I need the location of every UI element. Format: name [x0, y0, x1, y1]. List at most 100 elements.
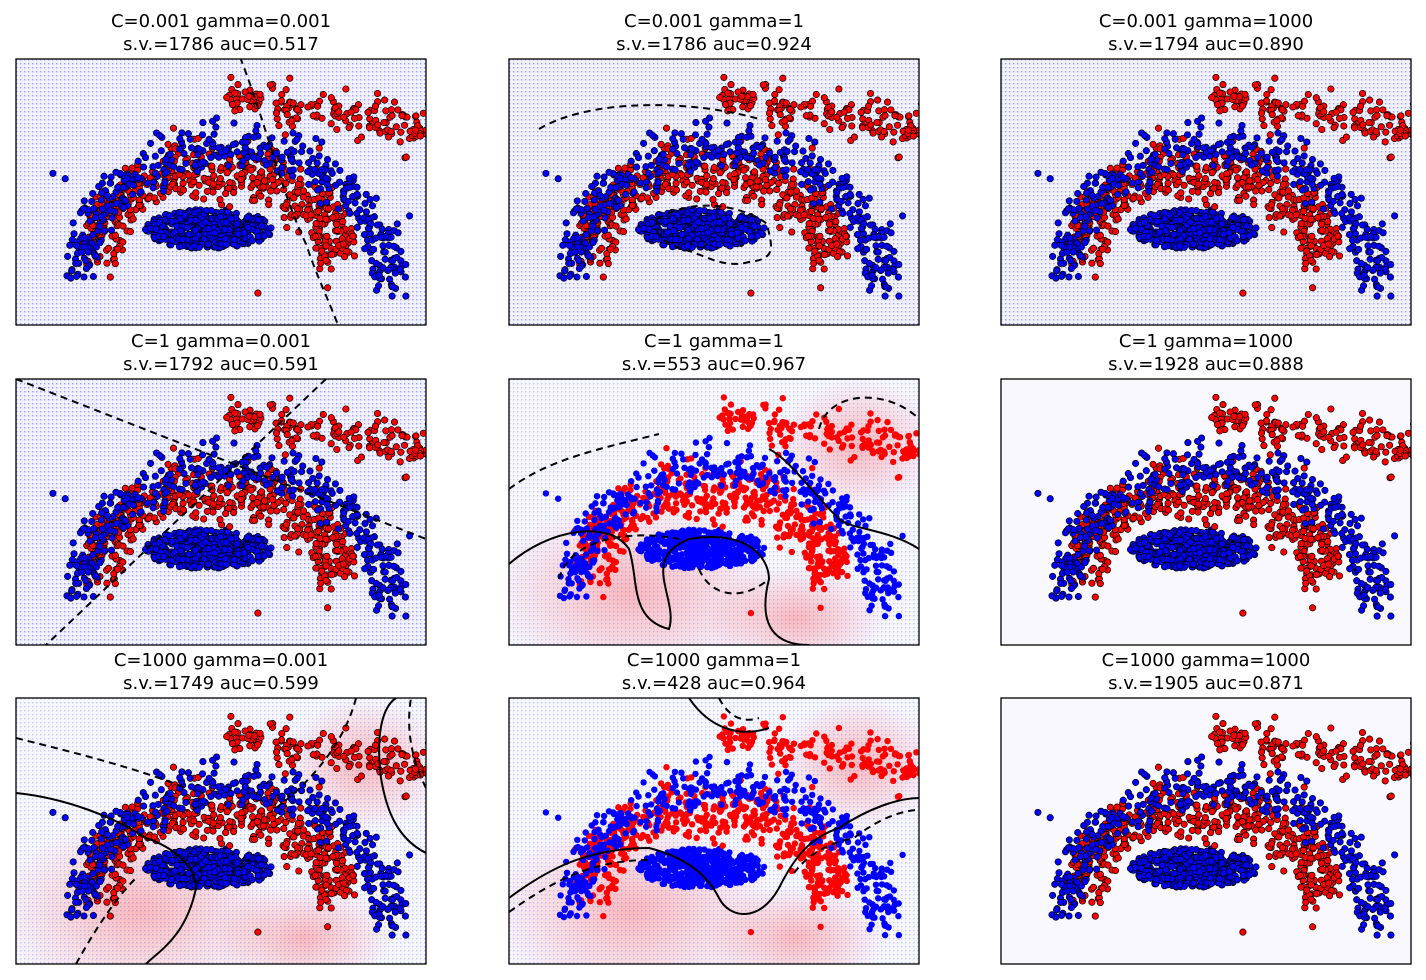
point-blue	[79, 205, 87, 213]
point-blue	[755, 161, 763, 169]
point-blue	[675, 159, 683, 167]
point-blue	[837, 197, 845, 205]
point-red	[289, 99, 297, 107]
point-red	[784, 212, 792, 220]
point-red	[333, 226, 341, 234]
point-blue	[874, 248, 882, 256]
point-blue	[566, 272, 574, 280]
point-blue	[72, 259, 80, 267]
point-red	[1096, 231, 1104, 239]
point-red	[1307, 242, 1315, 250]
point-blue	[1273, 172, 1282, 180]
point-blue	[687, 151, 695, 159]
point-blue	[293, 135, 301, 143]
point-blue	[700, 153, 708, 162]
point-red	[805, 244, 813, 252]
point-red	[380, 118, 388, 127]
point-blue	[1136, 169, 1144, 177]
point-red	[612, 222, 620, 230]
point-red	[1309, 284, 1317, 292]
point-red	[1282, 101, 1290, 109]
point-red	[290, 194, 298, 202]
point-red	[299, 187, 308, 195]
point-red	[889, 138, 897, 146]
point-blue	[607, 183, 615, 191]
point-red	[1089, 244, 1098, 252]
point-red	[1177, 189, 1185, 197]
point-blue	[278, 153, 286, 161]
point-blue	[1163, 166, 1171, 174]
point-blue	[224, 162, 233, 170]
point-blue	[573, 197, 581, 205]
point-red	[720, 73, 728, 81]
point-blue	[1376, 269, 1384, 277]
point-blue	[185, 230, 193, 238]
point-red	[840, 108, 848, 116]
point-blue	[49, 169, 57, 177]
point-blue	[166, 150, 174, 158]
point-red	[311, 232, 319, 240]
point-red	[297, 101, 305, 109]
point-red	[314, 102, 322, 110]
point-blue	[1263, 164, 1271, 172]
point-blue	[1212, 215, 1220, 223]
point-red	[1274, 99, 1282, 107]
point-blue	[797, 168, 805, 176]
point-blue	[816, 155, 825, 164]
point-blue	[368, 202, 377, 210]
point-blue	[1382, 247, 1390, 255]
point-blue	[1352, 220, 1360, 228]
point-blue	[185, 550, 193, 558]
point-red	[1284, 187, 1293, 195]
point-blue	[863, 245, 871, 253]
point-red	[603, 250, 611, 258]
point-blue	[100, 172, 108, 180]
point-blue	[672, 235, 680, 243]
point-blue	[180, 150, 188, 158]
point-blue	[781, 172, 790, 180]
point-blue	[106, 179, 114, 187]
point-red	[200, 195, 208, 203]
point-blue	[378, 225, 386, 233]
point-blue	[1373, 292, 1381, 300]
point-red	[257, 192, 265, 200]
point-blue	[1192, 153, 1200, 162]
point-red	[283, 111, 291, 119]
point-blue	[676, 224, 684, 232]
point-blue	[844, 199, 852, 207]
point-red	[349, 232, 357, 240]
point-blue	[760, 224, 768, 232]
point-blue	[1186, 218, 1194, 226]
point-blue	[846, 190, 854, 198]
point-red	[260, 177, 269, 185]
point-blue	[1228, 213, 1236, 221]
point-blue	[389, 257, 397, 265]
point-red	[387, 106, 396, 114]
point-red	[702, 180, 710, 188]
point-red	[357, 133, 365, 141]
point-blue	[591, 189, 599, 197]
point-blue	[839, 183, 847, 191]
point-blue	[750, 149, 758, 157]
point-red	[260, 183, 268, 191]
point-blue	[211, 229, 219, 237]
point-blue	[287, 156, 295, 164]
point-blue	[258, 222, 266, 230]
point-red	[1111, 228, 1120, 236]
point-blue	[199, 119, 207, 127]
point-red	[1278, 106, 1286, 114]
point-red	[315, 207, 323, 215]
point-red	[364, 108, 372, 116]
point-red	[1170, 171, 1178, 179]
point-red	[804, 232, 812, 240]
point-blue	[1147, 155, 1155, 163]
point-red	[1325, 113, 1333, 121]
point-blue	[362, 190, 370, 198]
point-blue	[305, 180, 313, 188]
point-red	[282, 86, 290, 94]
point-red	[129, 215, 137, 223]
point-red	[1307, 256, 1315, 264]
point-blue	[1134, 184, 1142, 192]
point-red	[807, 102, 815, 110]
point-red	[223, 93, 231, 102]
